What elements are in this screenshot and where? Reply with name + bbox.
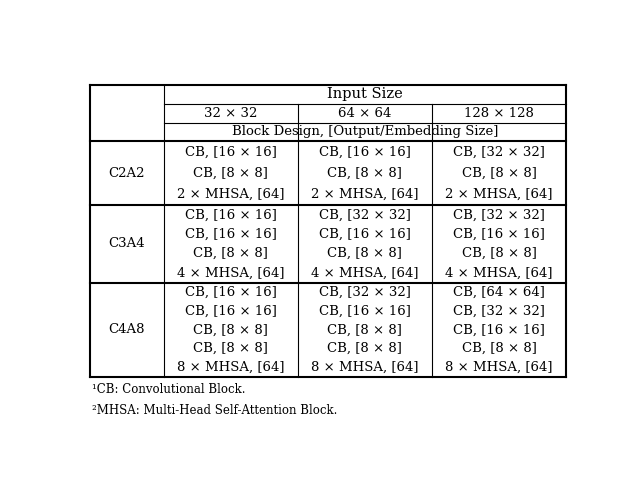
Text: C3A4: C3A4 [109, 238, 145, 250]
Text: 2 × MHSA, [64]: 2 × MHSA, [64] [445, 188, 553, 201]
Text: CB, [8 × 8]: CB, [8 × 8] [461, 247, 536, 260]
Text: CB, [8 × 8]: CB, [8 × 8] [328, 342, 403, 355]
Text: C2A2: C2A2 [109, 167, 145, 180]
Text: ¹CB: Convolutional Block.: ¹CB: Convolutional Block. [92, 383, 246, 396]
Text: CB, [32 × 32]: CB, [32 × 32] [319, 285, 411, 298]
Text: CB, [8 × 8]: CB, [8 × 8] [328, 167, 403, 180]
Text: CB, [16 × 16]: CB, [16 × 16] [185, 209, 276, 222]
Text: CB, [8 × 8]: CB, [8 × 8] [461, 342, 536, 355]
Text: 2 × MHSA, [64]: 2 × MHSA, [64] [177, 188, 285, 201]
Text: 128 × 128: 128 × 128 [464, 107, 534, 120]
Text: CB, [8 × 8]: CB, [8 × 8] [328, 247, 403, 260]
Text: 8 × MHSA, [64]: 8 × MHSA, [64] [311, 361, 419, 374]
Text: CB, [16 × 16]: CB, [16 × 16] [185, 146, 276, 159]
Text: CB, [32 × 32]: CB, [32 × 32] [453, 209, 545, 222]
Text: CB, [32 × 32]: CB, [32 × 32] [453, 304, 545, 317]
Text: Block Design, [Output/Embedding Size]: Block Design, [Output/Embedding Size] [232, 125, 498, 138]
Text: CB, [16 × 16]: CB, [16 × 16] [185, 285, 276, 298]
Text: CB, [16 × 16]: CB, [16 × 16] [453, 323, 545, 336]
Text: CB, [8 × 8]: CB, [8 × 8] [193, 323, 268, 336]
Text: CB, [16 × 16]: CB, [16 × 16] [319, 146, 411, 159]
Text: CB, [32 × 32]: CB, [32 × 32] [319, 209, 411, 222]
Text: 4 × MHSA, [64]: 4 × MHSA, [64] [177, 266, 285, 279]
Text: 64 × 64: 64 × 64 [338, 107, 392, 120]
Text: 4 × MHSA, [64]: 4 × MHSA, [64] [445, 266, 553, 279]
Text: CB, [8 × 8]: CB, [8 × 8] [193, 342, 268, 355]
Text: 8 × MHSA, [64]: 8 × MHSA, [64] [177, 361, 285, 374]
Text: 4 × MHSA, [64]: 4 × MHSA, [64] [311, 266, 419, 279]
Text: C4A8: C4A8 [109, 323, 145, 336]
Text: CB, [8 × 8]: CB, [8 × 8] [328, 323, 403, 336]
Text: CB, [64 × 64]: CB, [64 × 64] [453, 285, 545, 298]
Text: Input Size: Input Size [327, 87, 403, 101]
Text: ²MHSA: Multi-Head Self-Attention Block.: ²MHSA: Multi-Head Self-Attention Block. [92, 404, 338, 417]
Text: CB, [16 × 16]: CB, [16 × 16] [453, 228, 545, 241]
Text: 2 × MHSA, [64]: 2 × MHSA, [64] [311, 188, 419, 201]
Text: CB, [16 × 16]: CB, [16 × 16] [319, 228, 411, 241]
Text: CB, [16 × 16]: CB, [16 × 16] [185, 228, 276, 241]
Text: CB, [8 × 8]: CB, [8 × 8] [461, 167, 536, 180]
Text: 32 × 32: 32 × 32 [204, 107, 257, 120]
Text: CB, [16 × 16]: CB, [16 × 16] [185, 304, 276, 317]
Text: CB, [8 × 8]: CB, [8 × 8] [193, 167, 268, 180]
Text: CB, [8 × 8]: CB, [8 × 8] [193, 247, 268, 260]
Text: 8 × MHSA, [64]: 8 × MHSA, [64] [445, 361, 553, 374]
Text: CB, [16 × 16]: CB, [16 × 16] [319, 304, 411, 317]
Text: CB, [32 × 32]: CB, [32 × 32] [453, 146, 545, 159]
